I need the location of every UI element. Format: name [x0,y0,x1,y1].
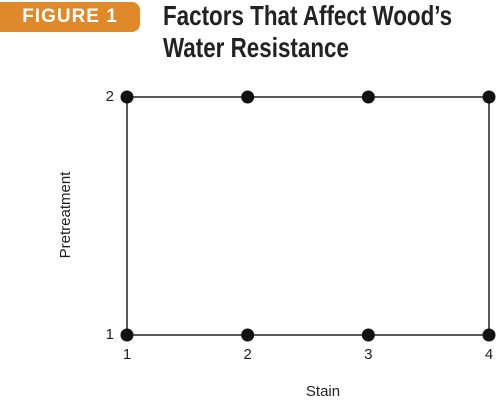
y-tick-label: 1 [106,326,114,343]
x-tick-label: 4 [485,346,493,363]
point [241,328,255,342]
point [120,328,134,342]
y-axis-label: Pretreatment [57,171,74,259]
x-tick-label: 3 [364,346,372,363]
y-tick-label: 2 [106,88,114,105]
point [361,90,375,104]
x-axis-label: Stain [306,383,340,400]
point [482,328,496,342]
point [482,90,496,104]
point [120,90,134,104]
figure-badge: FIGURE 1 [0,2,140,32]
chart-title: Factors That Affect Wood’s Water Resista… [163,0,453,63]
point [241,90,255,104]
point [361,328,375,342]
x-tick-label: 1 [123,346,131,363]
x-tick-label: 2 [243,346,251,363]
